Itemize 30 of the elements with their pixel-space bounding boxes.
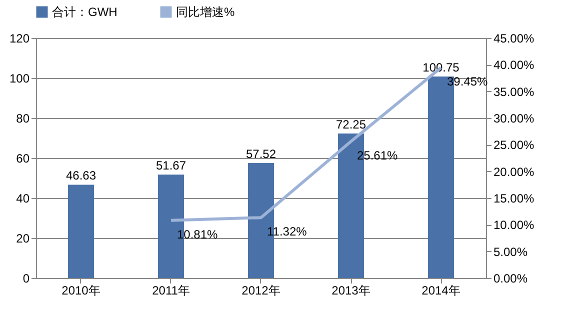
- x-tick-label: 2010年: [62, 284, 100, 298]
- x-tick-label: 2012年: [242, 284, 280, 298]
- y-tick-label: 20: [16, 232, 30, 246]
- y-tick-label: 60: [16, 152, 30, 166]
- data-label: 100.75: [422, 60, 460, 74]
- data-label: 51.67: [156, 158, 186, 173]
- y2-tick-label: 35.00%: [494, 84, 535, 99]
- y-tick-label: 100: [9, 72, 30, 86]
- y2-tick-label: 0.00%: [494, 272, 528, 286]
- y-tick-label: 40: [16, 192, 30, 206]
- y-tick-label: 120: [9, 32, 30, 46]
- y-tick-label: 0: [22, 272, 30, 286]
- y2-tick-label: 25.00%: [494, 138, 535, 152]
- x-tick-label: 2011年: [152, 284, 190, 298]
- x-tick-label: 2013年: [332, 284, 370, 298]
- y2-tick-label: 20.00%: [494, 164, 535, 179]
- data-label: 46.63: [66, 168, 96, 183]
- data-label: 72.25: [336, 118, 366, 132]
- data-label: 57.52: [246, 146, 276, 161]
- legend-label: 同比增速%: [176, 5, 235, 19]
- bar: [68, 184, 94, 278]
- x-tick-label: 2014年: [422, 284, 460, 298]
- y2-tick-label: 30.00%: [494, 112, 535, 126]
- y2-tick-label: 5.00%: [494, 244, 528, 259]
- y2-tick-label: 15.00%: [494, 192, 535, 206]
- legend-label: 合计：GWH: [52, 5, 118, 19]
- y-tick-label: 80: [16, 112, 30, 126]
- y2-tick-label: 40.00%: [494, 58, 535, 72]
- y2-tick-label: 45.00%: [494, 32, 535, 46]
- y2-tick-label: 10.00%: [494, 218, 535, 232]
